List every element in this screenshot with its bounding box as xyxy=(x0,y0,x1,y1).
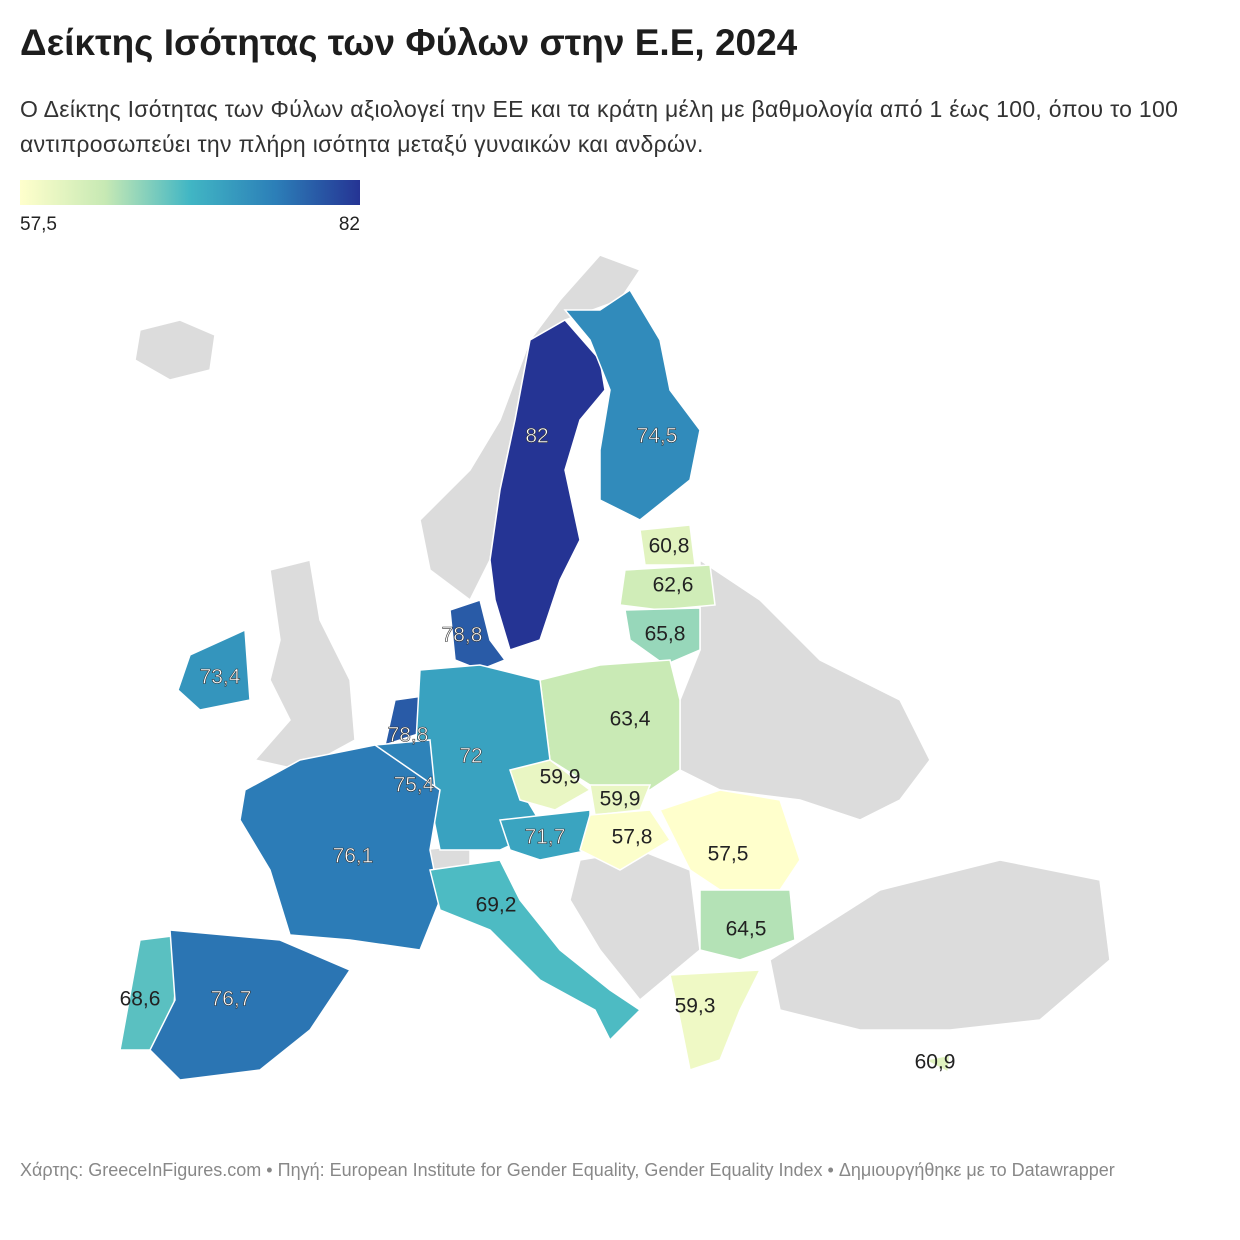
region-label: 57,5 xyxy=(708,843,749,866)
region xyxy=(922,1054,951,1074)
region-label: 82 xyxy=(525,425,548,448)
region xyxy=(589,784,652,816)
region-label: 63,4 xyxy=(610,708,651,731)
legend-gradient xyxy=(20,180,360,205)
region-label: 59,9 xyxy=(600,788,641,811)
region xyxy=(239,744,441,951)
region xyxy=(449,599,507,671)
region xyxy=(539,659,681,791)
region-label: 78,8 xyxy=(388,724,429,747)
region-label: 59,3 xyxy=(675,995,716,1018)
subtitle: Ο Δείκτης Ισότητας των Φύλων αξιολογεί τ… xyxy=(20,96,1179,157)
footer: Χάρτης: GreeceInFigures.com • Πηγή: Euro… xyxy=(20,1160,1115,1180)
region-label: 68,6 xyxy=(120,988,161,1011)
uk xyxy=(253,559,356,771)
region xyxy=(149,929,352,1081)
region-label: 59,9 xyxy=(540,766,581,789)
title: Δείκτης Ισότητας των Φύλων στην Ε.Ε, 202… xyxy=(20,22,798,63)
region-label: 57,8 xyxy=(612,826,653,849)
region-label: 60,9 xyxy=(915,1051,956,1074)
region xyxy=(489,319,606,651)
region xyxy=(699,889,796,961)
region-label: 64,5 xyxy=(726,918,767,941)
region xyxy=(579,809,672,871)
region xyxy=(639,524,696,566)
region-label: 75,4 xyxy=(394,774,435,797)
region-label: 72 xyxy=(459,745,482,768)
region-label: 76,1 xyxy=(333,845,374,868)
region xyxy=(177,628,251,711)
region-label: 74,5 xyxy=(637,425,678,448)
region xyxy=(658,789,801,891)
region-label: 65,8 xyxy=(645,623,686,646)
iceland xyxy=(134,319,216,381)
region-label: 62,6 xyxy=(653,574,694,597)
region xyxy=(563,288,701,521)
region-label: 73,4 xyxy=(200,666,241,689)
turkey xyxy=(769,859,1111,1031)
map: 57,5 82 82 74,5 60,8 62,6 65,8 78,8 73,4 63,4 78… xyxy=(20,180,1111,1081)
region-label: 69,2 xyxy=(476,894,517,917)
region xyxy=(619,564,716,611)
region xyxy=(509,759,592,811)
region-label: 78,8 xyxy=(442,624,483,647)
region-label: 76,7 xyxy=(211,988,252,1011)
region xyxy=(624,607,701,666)
east xyxy=(679,558,931,821)
region xyxy=(429,859,642,1042)
region xyxy=(498,809,591,861)
legend-max: 82 xyxy=(339,214,360,235)
legend-min: 57,5 xyxy=(20,214,57,235)
region xyxy=(669,969,762,1071)
region-label: 71,7 xyxy=(525,826,566,849)
region-label: 60,8 xyxy=(649,535,690,558)
